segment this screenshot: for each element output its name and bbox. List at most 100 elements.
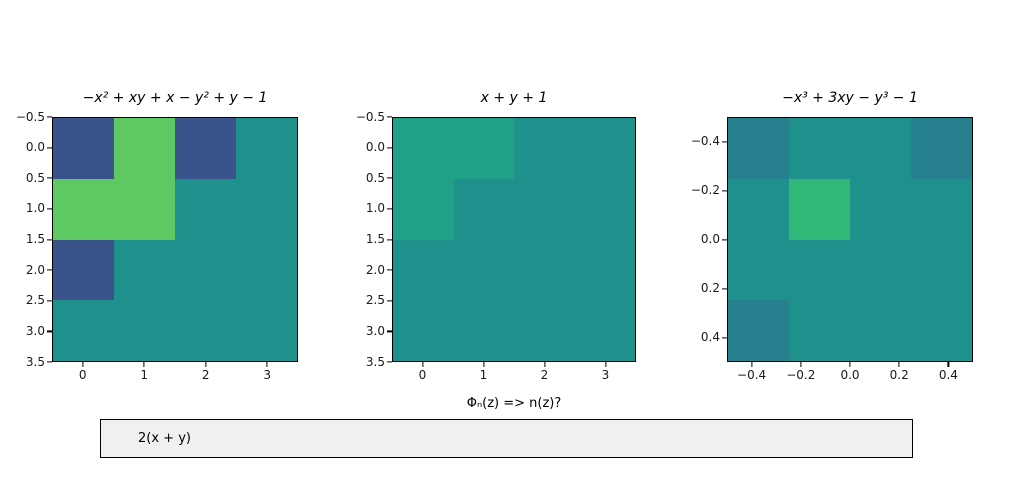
y-tick-label: 0.5 xyxy=(365,170,385,185)
y-tick-label: 3.5 xyxy=(25,354,45,369)
heatmap-cell xyxy=(911,118,972,179)
heatmap-middle: −0.5 0.0 0.5 1.0 1.5 2.0 2.5 3.0 3.5 0 1 2 3 xyxy=(356,110,636,382)
x-tick-label: 1 xyxy=(140,368,149,382)
heatmap-cell xyxy=(393,178,454,240)
heatmap-cell xyxy=(175,239,236,301)
heatmap-cell xyxy=(514,178,575,240)
heatmap-cell xyxy=(911,300,972,361)
heatmap-cell xyxy=(393,239,454,301)
y-tick-label: 2.0 xyxy=(25,262,45,277)
x-tick-label: 0.4 xyxy=(938,368,958,382)
heatmap-cell xyxy=(236,178,297,240)
plot-title-middle: x + y + 1 xyxy=(480,90,548,106)
heatmap-cell xyxy=(789,178,850,240)
y-tick-mark xyxy=(722,238,727,241)
y-tick-label: 1.0 xyxy=(25,201,45,216)
y-tick-label: 3.0 xyxy=(25,323,45,338)
y-tick-mark xyxy=(47,116,52,118)
heatmap-cell xyxy=(53,239,114,301)
heatmap-cell xyxy=(728,239,789,301)
y-tick-mark xyxy=(387,300,392,302)
x-tick-label: 0 xyxy=(78,368,87,382)
y-tick-label: 0.5 xyxy=(25,170,45,185)
heatmap-cell xyxy=(850,178,911,240)
heatmap-right: −0.4 −0.2 0.0 0.2 0.4 −0.4 −0.2 0.0 0.2 0.4 xyxy=(691,117,973,382)
heatmap-cell xyxy=(114,178,175,240)
heatmap-cell xyxy=(789,118,850,179)
y-tick-mark xyxy=(722,336,727,339)
x-tick-mark xyxy=(849,362,851,367)
heatmap-cell xyxy=(53,118,114,179)
y-tick-mark xyxy=(387,269,392,271)
heatmap-cell xyxy=(728,300,789,361)
heatmap-cell xyxy=(789,239,850,301)
heatmap-cell xyxy=(514,118,575,179)
y-tick-label: 0.0 xyxy=(365,140,385,155)
y-tick-mark xyxy=(722,287,727,290)
x-tick-mark xyxy=(947,362,949,367)
y-tick-label: 3.0 xyxy=(365,323,385,338)
y-tick-mark xyxy=(722,189,727,192)
heatmap-cell xyxy=(574,118,635,179)
x-tick-mark xyxy=(604,362,607,367)
y-tick-mark xyxy=(47,361,52,363)
heatmap-cell xyxy=(236,118,297,179)
heatmap-cell xyxy=(453,118,514,179)
x-tick-mark xyxy=(750,362,753,367)
heatmap-cell xyxy=(236,239,297,301)
y-tick-mark xyxy=(47,300,52,302)
prompt-label: Φₙ(z) => n(z)? xyxy=(466,396,562,411)
y-tick-label: 2.5 xyxy=(25,293,45,308)
y-tick-label: 0.4 xyxy=(700,330,720,344)
y-tick-mark xyxy=(47,177,52,179)
heatmap-cell xyxy=(175,300,236,361)
y-tick-mark xyxy=(47,330,52,332)
y-tick-label: 3.5 xyxy=(365,354,385,369)
heatmap-cell xyxy=(175,118,236,179)
x-tick-mark xyxy=(482,362,485,367)
heatmap-cell xyxy=(514,239,575,301)
x-tick-label: 2 xyxy=(540,368,549,382)
function-input[interactable] xyxy=(100,419,913,458)
y-tick-mark xyxy=(387,147,392,149)
heatmap-cell xyxy=(911,178,972,240)
x-tick-mark xyxy=(898,362,900,367)
plot-title-right: −x³ + 3xy − y³ − 1 xyxy=(782,90,918,106)
heatmap-cell xyxy=(453,300,514,361)
heatmap-cell xyxy=(574,239,635,301)
heatmap-cell xyxy=(175,178,236,240)
heatmap-cell xyxy=(789,300,850,361)
y-tick-mark xyxy=(47,208,52,210)
heatmap-cell xyxy=(393,118,454,179)
x-tick-label: −0.2 xyxy=(786,368,816,382)
y-tick-label: 1.5 xyxy=(25,232,45,246)
y-tick-label: 0.0 xyxy=(700,232,720,246)
heatmap-left: −0.5 0.0 0.5 1.0 1.5 2.0 2.5 3.0 3.5 0 1 2 3 xyxy=(16,110,298,382)
y-tick-label: 0.2 xyxy=(700,281,720,295)
heatmap-cell xyxy=(114,239,175,301)
x-tick-mark xyxy=(205,362,207,367)
x-tick-mark xyxy=(421,362,424,367)
heatmap-cell xyxy=(574,300,635,361)
y-tick-mark xyxy=(387,330,392,332)
x-tick-mark xyxy=(143,362,145,367)
heatmap-cell xyxy=(850,300,911,361)
x-tick-label: 3 xyxy=(263,368,272,382)
y-tick-label: −0.2 xyxy=(690,183,720,197)
x-tick-mark xyxy=(266,362,268,367)
x-tick-label: 0 xyxy=(418,368,427,382)
y-tick-mark xyxy=(387,238,392,241)
heatmap-cell xyxy=(114,118,175,179)
x-tick-label: 3 xyxy=(601,368,610,382)
y-tick-mark xyxy=(387,177,392,179)
y-tick-mark xyxy=(387,208,392,210)
y-tick-mark xyxy=(47,147,52,149)
heatmap-cell xyxy=(393,300,454,361)
x-tick-mark xyxy=(543,362,546,367)
y-tick-label: 2.5 xyxy=(365,293,385,308)
y-tick-label: 0.0 xyxy=(25,140,45,155)
y-tick-label: −0.4 xyxy=(690,134,720,148)
heatmap-cell xyxy=(53,178,114,240)
heatmap-cell xyxy=(236,300,297,361)
